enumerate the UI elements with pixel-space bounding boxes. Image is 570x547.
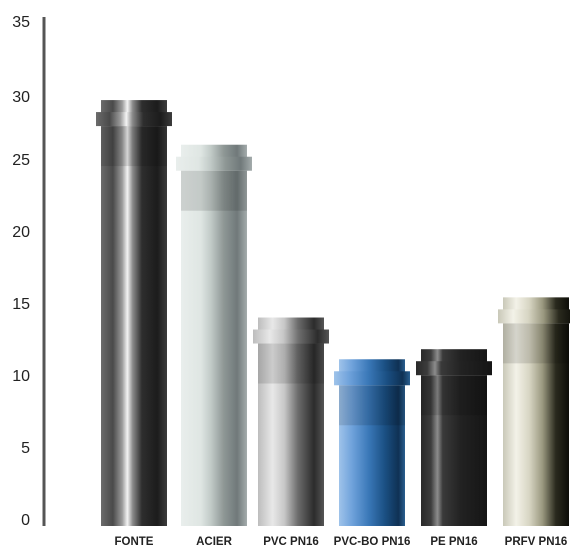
y-tick-label-25: 25 xyxy=(12,152,30,169)
y-tick-label-5: 5 xyxy=(21,440,30,457)
bar-body-pvc-pn16 xyxy=(258,343,324,526)
bar-socket-acier xyxy=(181,144,247,159)
bar-body-fonte xyxy=(101,126,167,526)
y-tick-label-35: 35 xyxy=(12,14,30,31)
bar-collar-pe-pn16 xyxy=(416,361,492,376)
y-tick-label-10: 10 xyxy=(12,368,30,385)
bar-shadow-pvc-pn16 xyxy=(258,343,324,384)
bar-socket-prfv-pn16 xyxy=(503,297,569,312)
bar-pvc-pn16 xyxy=(253,317,329,526)
bar-body-prfv-pn16 xyxy=(503,323,569,526)
bar-collar-pvc-pn16 xyxy=(253,329,329,344)
bar-collar-acier xyxy=(176,156,252,171)
x-label-pe-pn16: PE PN16 xyxy=(430,536,477,547)
bar-shadow-pe-pn16 xyxy=(421,375,487,416)
x-label-pvc-pn16: PVC PN16 xyxy=(263,536,319,547)
x-label-acier: ACIER xyxy=(196,536,232,547)
y-tick-label-20: 20 xyxy=(12,224,30,241)
bar-prfv-pn16 xyxy=(498,297,570,526)
bar-pvc-bo-pn16 xyxy=(334,359,410,526)
bar-body-pe-pn16 xyxy=(421,375,487,526)
bar-pe-pn16 xyxy=(416,349,492,526)
bar-collar-pvc-bo-pn16 xyxy=(334,371,410,386)
x-label-prfv-pn16: PRFV PN16 xyxy=(505,536,568,547)
bar-socket-pvc-bo-pn16 xyxy=(339,359,405,374)
bar-acier xyxy=(176,144,252,526)
bar-body-pvc-bo-pn16 xyxy=(339,385,405,526)
bar-shadow-fonte xyxy=(101,126,167,167)
x-label-fonte: FONTE xyxy=(115,536,154,547)
bar-socket-fonte xyxy=(101,100,167,115)
bar-shadow-pvc-bo-pn16 xyxy=(339,385,405,426)
bar-shadow-prfv-pn16 xyxy=(503,323,569,364)
bar-socket-pvc-pn16 xyxy=(258,317,324,332)
x-category-labels: FONTE ACIER PVC PN16 PVC-BO PN16 PE PN16… xyxy=(115,536,568,547)
bar-body-acier xyxy=(181,170,247,526)
y-ticks: 0 5 10 15 20 25 30 35 xyxy=(12,14,30,529)
bar-socket-pe-pn16 xyxy=(421,349,487,364)
y-tick-label-15: 15 xyxy=(12,296,30,313)
bar-shadow-acier xyxy=(181,170,247,211)
x-label-pvc-bo-pn16: PVC-BO PN16 xyxy=(334,536,411,547)
y-tick-label-30: 30 xyxy=(12,89,30,106)
bars xyxy=(96,100,570,526)
bar-fonte xyxy=(96,100,172,526)
bar-collar-fonte xyxy=(96,112,172,127)
bar-collar-prfv-pn16 xyxy=(498,309,570,324)
y-tick-label-0: 0 xyxy=(21,512,30,529)
